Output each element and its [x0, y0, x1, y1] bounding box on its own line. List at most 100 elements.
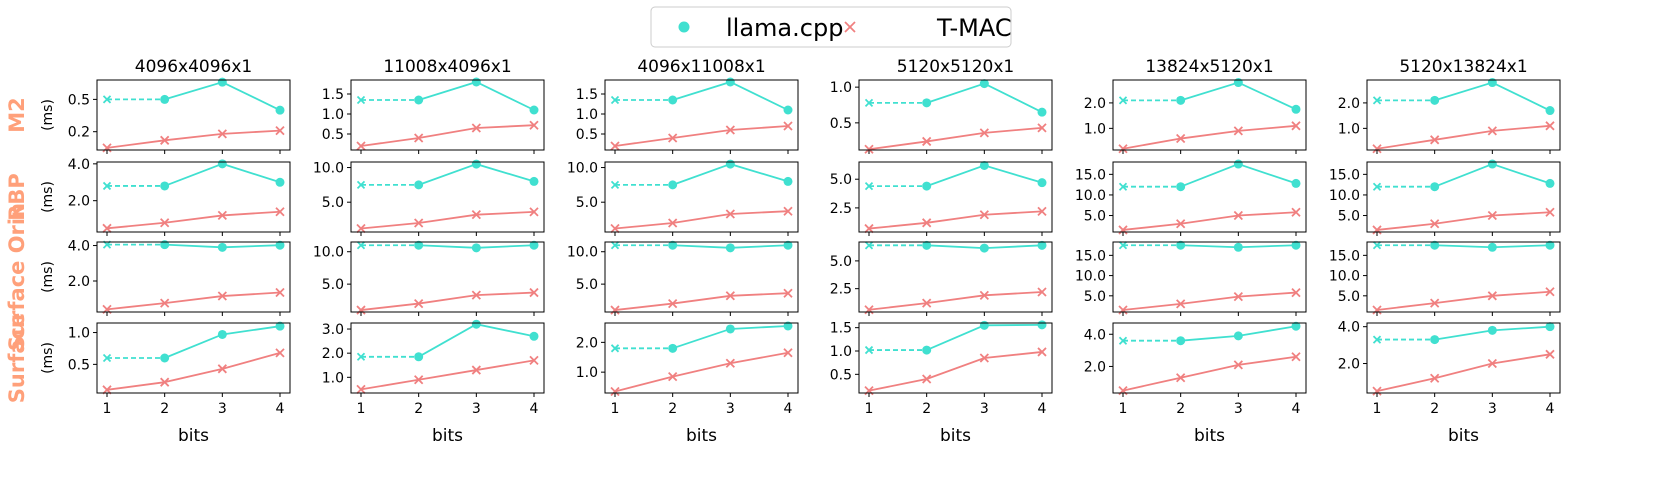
data-point-tmac	[275, 207, 285, 217]
data-point-llama	[979, 79, 989, 89]
x-tick-label: 1	[611, 401, 620, 417]
series-t-mac	[610, 121, 793, 151]
data-point-llama	[414, 240, 424, 250]
data-point-tmac	[864, 223, 874, 234]
data-point-llama	[979, 243, 989, 253]
legend-llama-marker	[678, 21, 690, 33]
series-t-mac	[102, 207, 285, 233]
data-point-tmac	[1233, 210, 1243, 221]
y-tick-label: 5.0	[830, 172, 852, 188]
panel: 1.0 0.5	[830, 79, 1053, 154]
data-point-tmac	[1430, 298, 1440, 308]
x-tick-label: 2	[668, 401, 677, 417]
data-point-llama-x	[356, 352, 366, 361]
data-point-llama	[1233, 242, 1243, 252]
data-point-llama	[922, 181, 932, 191]
series-line-segment	[106, 221, 165, 230]
data-point-tmac	[529, 287, 539, 298]
data-point-llama	[1037, 320, 1047, 330]
series-llama-cpp	[864, 320, 1047, 355]
data-point-llama	[922, 345, 932, 355]
panel-frame	[858, 161, 1053, 233]
data-point-tmac	[610, 223, 620, 234]
series-line	[926, 126, 1043, 143]
series-line-segment	[614, 375, 673, 393]
series-t-mac	[356, 355, 539, 395]
data-point-llama	[668, 95, 678, 105]
series-t-mac	[1118, 121, 1301, 154]
data-point-tmac	[529, 355, 539, 366]
data-point-llama	[1487, 159, 1497, 169]
data-point-tmac	[414, 133, 424, 143]
panel-frame	[858, 79, 1053, 151]
x-tick-label: 3	[1234, 401, 1243, 417]
y-tick-label: 2.0	[68, 274, 90, 290]
column-title: 5120x13824x1	[1399, 57, 1527, 77]
data-point-llama	[160, 94, 170, 104]
data-point-llama-x	[864, 345, 874, 355]
data-point-llama-x	[102, 181, 112, 191]
data-point-llama-x	[610, 180, 620, 190]
x-tick-label: 4	[1546, 401, 1555, 417]
data-point-llama	[668, 180, 678, 190]
data-point-tmac	[414, 218, 424, 228]
panel: 1.0 0.5 1 2 3 4	[68, 321, 291, 417]
series-line-segment	[868, 140, 927, 151]
x-tick-label: 2	[1176, 401, 1185, 417]
y-tick-label: 0.5	[830, 367, 852, 383]
x-tick-label: 2	[1430, 401, 1439, 417]
data-point-llama	[1037, 240, 1047, 250]
y-tick-label: 2.0	[68, 194, 90, 210]
data-point-llama	[1291, 321, 1301, 331]
panel: 4.0 2.0 1 2 3 4	[1084, 321, 1307, 417]
data-point-llama	[1037, 178, 1047, 188]
series-line-segment	[1122, 303, 1181, 311]
panel: 0.5 0.2	[68, 77, 291, 154]
series-llama-cpp	[1372, 159, 1555, 192]
data-point-tmac	[1430, 219, 1440, 229]
series-llama-cpp	[864, 79, 1047, 117]
y-tick-label: 2.0	[1084, 96, 1106, 112]
panel: 5.0 2.5	[830, 240, 1053, 316]
data-point-tmac	[922, 374, 932, 384]
data-point-tmac	[1037, 123, 1047, 133]
data-point-llama-x	[1118, 96, 1128, 105]
series-llama-cpp	[102, 77, 285, 115]
data-point-tmac	[1487, 210, 1497, 221]
data-point-llama	[668, 240, 678, 250]
series-line	[1180, 211, 1297, 225]
data-point-llama	[529, 331, 539, 341]
y-tick-label: 0.5	[322, 127, 344, 143]
panel-frame	[1112, 241, 1307, 313]
data-point-llama-x	[864, 241, 874, 250]
panel: 3.0 2.0 1.0 1 2 3 4	[322, 319, 545, 417]
panel: 5.0 2.5	[830, 160, 1053, 236]
data-point-tmac	[471, 365, 481, 375]
panel: 15.0 10.0 5.0	[1329, 159, 1561, 236]
data-point-llama	[1545, 178, 1555, 188]
data-point-tmac	[1291, 207, 1301, 217]
data-point-llama-x	[356, 180, 366, 190]
series-t-mac	[102, 348, 285, 395]
data-point-llama	[217, 329, 227, 339]
data-point-llama	[1291, 178, 1301, 188]
x-tick-label: 2	[160, 401, 169, 417]
series-llama-cpp	[1372, 240, 1555, 252]
data-point-tmac	[1372, 305, 1382, 315]
device-label: Surface	[5, 313, 29, 403]
y-axis-unit-label: (ms)	[40, 181, 56, 213]
data-point-tmac	[1291, 287, 1301, 298]
series-llama-cpp	[356, 319, 539, 362]
y-tick-label: 0.5	[830, 116, 852, 132]
panel: 15.0 10.0 5.0	[1075, 240, 1307, 316]
series-t-mac	[610, 288, 793, 315]
series-line-segment	[1376, 138, 1435, 150]
x-axis-label: bits	[1194, 426, 1225, 446]
data-point-llama-x	[610, 241, 620, 250]
data-point-tmac	[217, 129, 227, 139]
y-tick-label: 1.5	[576, 87, 598, 103]
y-tick-label: 1.0	[68, 326, 90, 342]
series-line-segment	[360, 302, 419, 311]
data-point-llama	[217, 242, 227, 252]
data-point-tmac	[864, 144, 874, 154]
